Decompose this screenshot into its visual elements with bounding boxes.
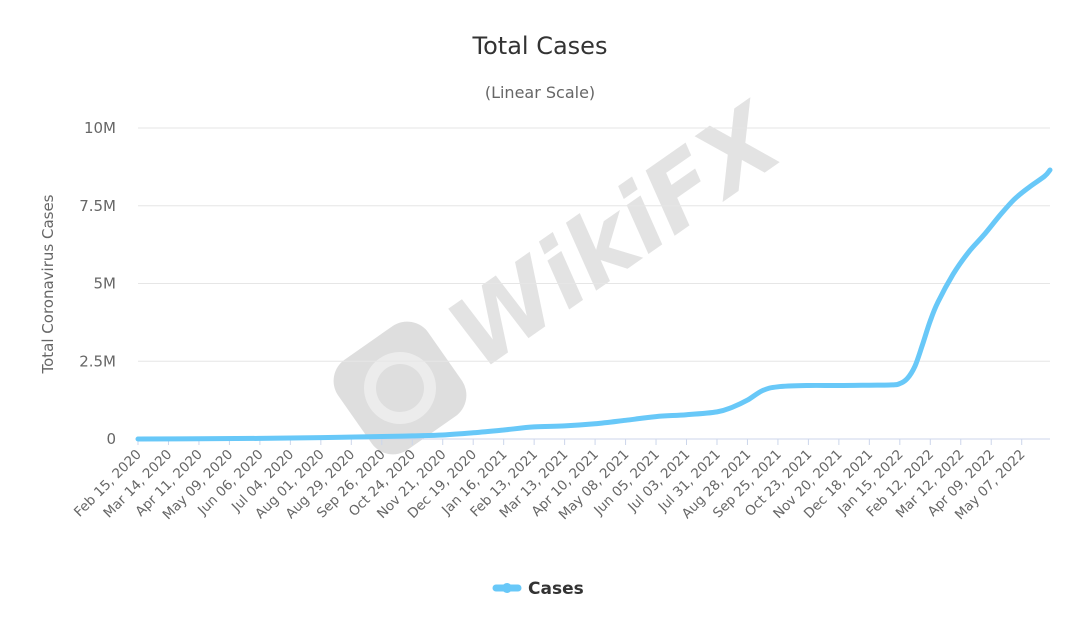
- legend-marker-cases: [502, 583, 512, 593]
- y-tick-label: 5M: [94, 275, 117, 293]
- y-tick-label: 10M: [84, 119, 116, 137]
- chart-subtitle: (Linear Scale): [485, 83, 595, 102]
- y-axis-ticks: 0 2.5M 5M 7.5M 10M: [79, 119, 116, 448]
- y-tick-label: 7.5M: [79, 197, 116, 215]
- series-layer: [135, 167, 1053, 442]
- y-tick-label: 2.5M: [79, 352, 116, 370]
- series-line-cases[interactable]: [135, 167, 1053, 442]
- legend[interactable]: Cases: [492, 579, 584, 599]
- legend-label-cases: Cases: [528, 579, 584, 599]
- y-tick-label: 0: [106, 430, 116, 448]
- chart-title: Total Cases: [472, 32, 608, 60]
- grid-lines: [138, 127, 1050, 440]
- y-axis-title: Total Coronavirus Cases: [39, 194, 57, 374]
